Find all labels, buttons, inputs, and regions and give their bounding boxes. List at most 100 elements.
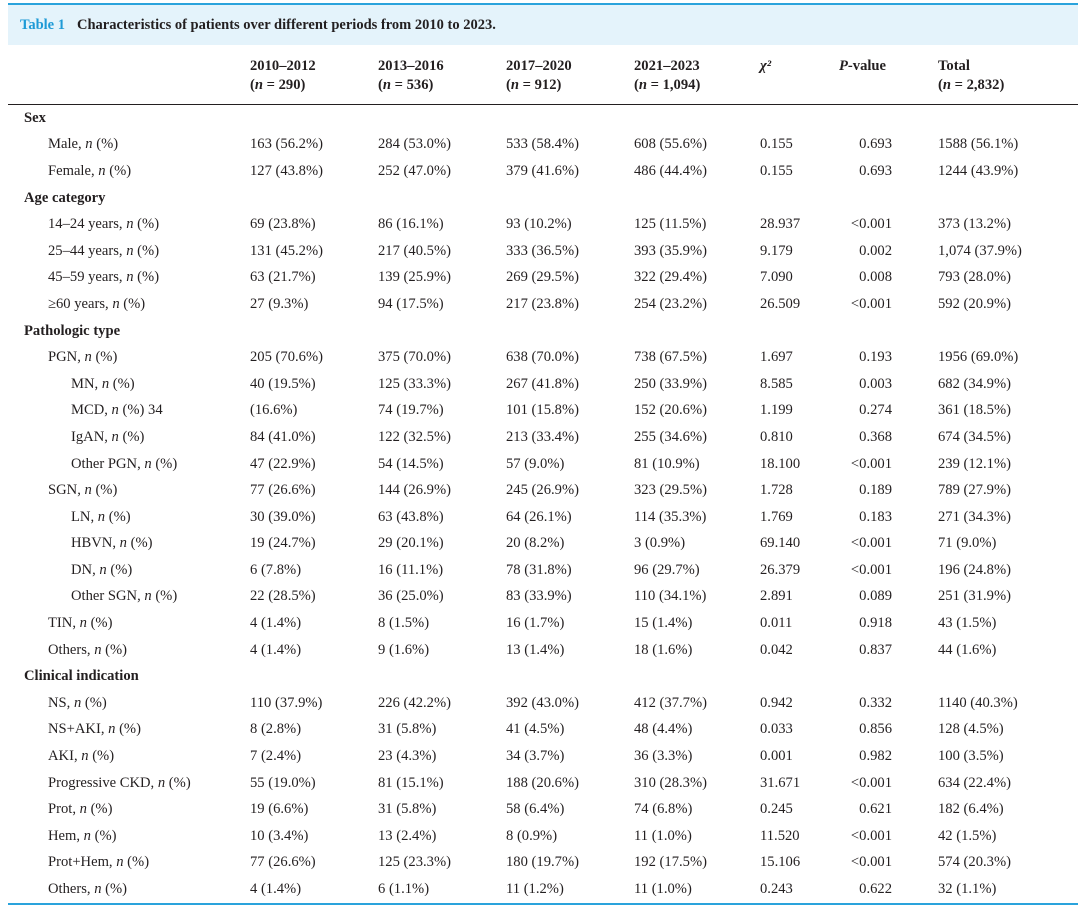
cell-2010-2012: 8 (2.8%)	[250, 721, 302, 738]
cell-2017-2020: 379 (41.6%)	[506, 162, 579, 179]
cell-2017-2020: 533 (58.4%)	[506, 136, 579, 153]
table-row: Female, n (%) 127 (43.8%) 252 (47.0%) 379 (…	[8, 158, 1078, 185]
table-row: MN, n (%) 40 (19.5%) 125 (33.3%) 267 (41.8%…	[8, 371, 1078, 398]
cell-total: 251 (31.9%)	[938, 588, 1011, 605]
cell-2013-2016: 9 (1.6%)	[378, 641, 430, 658]
row-label: 45–59 years, n (%)	[48, 269, 160, 286]
cell-p-value: 0.008	[859, 269, 892, 286]
cell-2017-2020: 13 (1.4%)	[506, 641, 565, 658]
cell-chi-square: 0.155	[760, 136, 793, 153]
cell-2021-2023: 393 (35.9%)	[634, 242, 707, 259]
cell-2017-2020: 269 (29.5%)	[506, 269, 579, 286]
row-label: Progressive CKD, n (%)	[48, 774, 191, 791]
cell-2017-2020: 101 (15.8%)	[506, 402, 579, 419]
cell-2010-2012: 84 (41.0%)	[250, 428, 316, 445]
cell-p-value: 0.837	[859, 641, 892, 658]
cell-total: 43 (1.5%)	[938, 615, 997, 632]
row-label: ≥60 years, n (%)	[48, 295, 146, 312]
cell-chi-square: 0.155	[760, 162, 793, 179]
cell-2013-2016: 122 (32.5%)	[378, 428, 451, 445]
cell-2021-2023: 255 (34.6%)	[634, 428, 707, 445]
cell-p-value: 0.856	[859, 721, 892, 738]
cell-2021-2023: 254 (23.2%)	[634, 295, 707, 312]
section-row: Age category	[8, 185, 1078, 212]
cell-2017-2020: 180 (19.7%)	[506, 854, 579, 871]
cell-2010-2012: 47 (22.9%)	[250, 455, 316, 472]
cell-p-value: 0.089	[859, 588, 892, 605]
row-label: Others, n (%)	[48, 641, 128, 658]
cell-2013-2016: 125 (33.3%)	[378, 375, 451, 392]
cell-p-value: 0.693	[859, 136, 892, 153]
cell-p-value: 0.918	[859, 615, 892, 632]
cell-2010-2012: 19 (24.7%)	[250, 535, 316, 552]
cell-2013-2016: 74 (19.7%)	[378, 402, 444, 419]
cell-chi-square: 8.585	[760, 375, 793, 392]
table-body: Sex Male, n (%) 163 (56.2%) 284 (53.0%) 533 …	[8, 105, 1078, 905]
cell-p-value: <0.001	[850, 827, 892, 844]
cell-2013-2016: 31 (5.8%)	[378, 801, 437, 818]
cell-chi-square: 69.140	[760, 535, 801, 552]
cell-p-value: <0.001	[850, 216, 892, 233]
cell-2010-2012: 4 (1.4%)	[250, 876, 378, 905]
cell-2021-2023: 250 (33.9%)	[634, 375, 707, 392]
cell-2010-2012: 30 (39.0%)	[250, 508, 316, 525]
table-row: NS, n (%) 110 (37.9%) 226 (42.2%) 392 (43.0…	[8, 690, 1078, 717]
cell-chi-square: 9.179	[760, 242, 793, 259]
cell-2017-2020: 20 (8.2%)	[506, 535, 565, 552]
cell-2017-2020: 41 (4.5%)	[506, 721, 565, 738]
cell-chi-square: 31.671	[760, 774, 801, 791]
cell-2010-2012: 63 (21.7%)	[250, 269, 316, 286]
row-label: Hem, n (%)	[48, 827, 117, 844]
cell-2017-2020: 8 (0.9%)	[506, 827, 558, 844]
table-label: Table 1	[20, 16, 65, 33]
cell-2010-2012: 6 (7.8%)	[250, 561, 302, 578]
cell-2013-2016: 139 (25.9%)	[378, 269, 451, 286]
cell-total: 239 (12.1%)	[938, 455, 1011, 472]
table-row: HBVN, n (%) 19 (24.7%) 29 (20.1%) 20 (8.2%)…	[8, 531, 1078, 558]
cell-chi-square: 0.011	[760, 615, 793, 632]
cell-2013-2016: 125 (23.3%)	[378, 854, 451, 871]
cell-2010-2012: 163 (56.2%)	[250, 136, 323, 153]
cell-2021-2023: 15 (1.4%)	[634, 615, 693, 632]
row-label: PGN, n (%)	[48, 349, 118, 366]
cell-2010-2012: 19 (6.6%)	[250, 801, 309, 818]
cell-2013-2016: 252 (47.0%)	[378, 162, 451, 179]
cell-total: 373 (13.2%)	[938, 216, 1011, 233]
cell-chi-square: 11.520	[760, 827, 800, 844]
cell-total: 1,074 (37.9%)	[938, 242, 1022, 259]
cell-total: 682 (34.9%)	[938, 375, 1011, 392]
cell-2017-2020: 78 (31.8%)	[506, 561, 572, 578]
cell-2021-2023: 486 (44.4%)	[634, 162, 707, 179]
row-label: MN, n (%)	[71, 375, 135, 392]
cell-2021-2023: 125 (11.5%)	[634, 216, 707, 233]
cell-chi-square: 1.728	[760, 482, 793, 499]
cell-2010-2012: 77 (26.6%)	[250, 854, 316, 871]
section-heading: Age category	[24, 189, 106, 206]
row-label: AKI, n (%)	[48, 748, 115, 765]
cell-2021-2023: 152 (20.6%)	[634, 402, 707, 419]
cell-total: 100 (3.5%)	[938, 748, 1004, 765]
table-header: 2010–2012 (n = 290) 2013–2016 (n = 536) 20…	[8, 45, 1078, 105]
cell-chi-square: 0.001	[760, 748, 793, 765]
table-row: 25–44 years, n (%) 131 (45.2%) 217 (40.5%)…	[8, 238, 1078, 265]
cell-total: 1956 (69.0%)	[938, 349, 1019, 366]
cell-chi-square: 2.891	[760, 588, 793, 605]
header-period-2017-2020: 2017–2020 (n = 912)	[506, 45, 634, 105]
row-label: TIN, n (%)	[48, 615, 113, 632]
cell-p-value: 0.189	[859, 482, 892, 499]
cell-2010-2012: 77 (26.6%)	[250, 482, 316, 499]
cell-2013-2016: 8 (1.5%)	[378, 615, 430, 632]
table-row: 14–24 years, n (%) 69 (23.8%) 86 (16.1%) 93…	[8, 211, 1078, 238]
cell-2017-2020: 267 (41.8%)	[506, 375, 579, 392]
cell-chi-square: 26.379	[760, 561, 801, 578]
cell-2017-2020: 217 (23.8%)	[506, 295, 579, 312]
cell-total: 592 (20.9%)	[938, 295, 1011, 312]
row-label: Male, n (%)	[48, 136, 119, 153]
cell-2021-2023: 192 (17.5%)	[634, 854, 707, 871]
cell-total: 182 (6.4%)	[938, 801, 1004, 818]
cell-chi-square: 7.090	[760, 269, 793, 286]
cell-chi-square: 0.243	[760, 876, 825, 905]
cell-2021-2023: 738 (67.5%)	[634, 349, 707, 366]
row-label: MCD, n (%) 34	[71, 402, 163, 419]
cell-total: 793 (28.0%)	[938, 269, 1011, 286]
